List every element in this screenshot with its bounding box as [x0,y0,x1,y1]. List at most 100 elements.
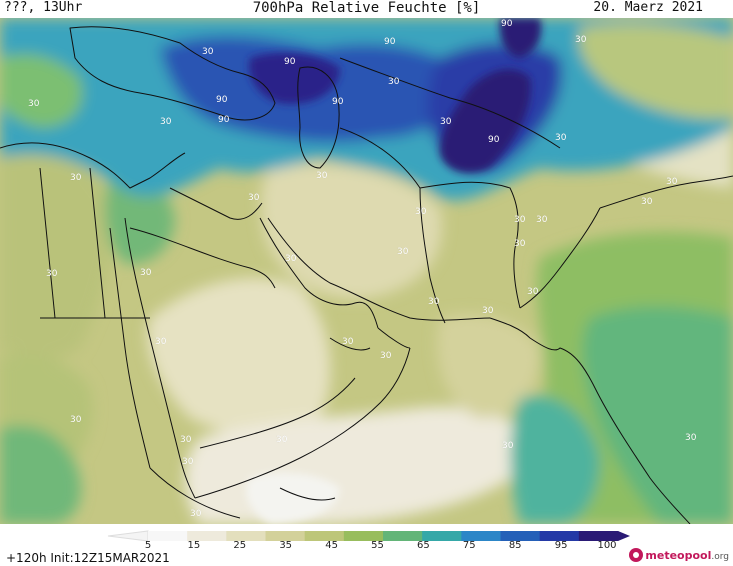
colorbar [107,530,630,542]
coast-red-sea-west [109,227,151,469]
coast-oman [377,327,411,349]
colorbar-max-arrow [618,531,630,541]
colorbar-tick-label: 55 [371,540,384,551]
contour-label: 30 [70,415,82,425]
contour-label: 30 [536,215,548,225]
colorbar-segment [226,531,266,541]
colorbar-tick-label: 85 [508,540,522,551]
border-saudi [129,227,276,289]
contour-label: 30 [285,254,297,264]
purple-north [499,18,542,58]
contour-label: 30 [248,193,260,203]
colorbar-min-arrow [107,530,149,542]
contour-label: 30 [342,337,354,347]
contour-label: 30 [555,133,567,143]
contour-label: 30 [514,239,526,249]
colorbar-segment [578,531,619,541]
border-yemen [199,377,356,449]
contour-label: 30 [140,268,152,278]
coast-gulf [259,217,379,329]
teal-india [582,306,733,524]
high-label: 90 [332,97,344,107]
contour-label: 30 [685,433,697,443]
header-bar: ???, 13Uhr 700hPa Relative Feuchte [%] 2… [0,0,733,18]
contour-label: 30 [46,269,58,279]
high-label: 90 [216,95,228,105]
colorbar-tick-label: 75 [462,540,476,551]
model-run-info: +120h Init:12Z15MAR2021 [6,551,170,565]
coast-horn [149,467,241,519]
dry-north-africa [0,136,113,360]
colorbar-segment [422,531,462,541]
map-canvas: 30 30 30 30 30 30 30 30 30 30 30 30 30 3… [0,18,733,524]
contour-label: 30 [276,435,288,445]
colorbar-segment [187,531,227,541]
map-borders [0,26,733,524]
legend-area: 5 15 25 35 45 55 65 75 85 95 100 +120h Init:12Z15M… [0,524,733,566]
colorbar-segment [265,531,306,541]
purple-core [440,69,531,173]
map-title: 700hPa Relative Feuchte [%] [252,0,481,16]
purple-caspian [249,52,340,104]
border-turkmen [339,127,421,189]
contour-label: 30 [380,351,392,361]
colorbar-tick-label: 95 [554,540,568,551]
brand-suffix: .org [711,551,729,562]
coast-black-sea [69,26,276,121]
coast-pakistan-india [489,317,691,524]
border-libya [39,167,56,319]
coast-somalia [279,487,336,501]
contour-label: 30 [70,173,82,183]
coast-mediterranean [0,142,186,189]
contour-labels: 30 30 30 30 30 30 30 30 30 30 30 30 30 3… [28,19,697,519]
contour-label: 30 [527,287,539,297]
colorbar-segment [148,531,188,541]
green-east-africa [0,425,81,524]
colorbar-segment [304,531,345,541]
contour-label: 30 [28,99,40,109]
high-label: 90 [218,115,230,125]
contour-label: 30 [388,77,400,87]
contour-label: 30 [180,435,192,445]
colorbar-segment [500,531,541,541]
high-label: 90 [501,19,513,29]
colorbar-segment [383,531,423,541]
colorbar-tick-label: 15 [187,540,201,551]
colorbar-tick-label: 45 [325,540,338,551]
forecast-time: ???, 13Uhr [4,0,83,15]
contour-label: 30 [160,117,172,127]
border-egypt [89,167,150,319]
teal-arabian-sea [510,396,600,524]
contour-label: 30 [182,457,194,467]
humidity-map: 30 30 30 30 30 30 30 30 30 30 30 30 30 3… [0,18,733,524]
high-label: 90 [488,135,500,145]
colorbar-segment [461,531,501,541]
contour-label: 30 [202,47,214,57]
contour-label: 30 [641,197,653,207]
contour-label: 30 [575,35,587,45]
brand-logo[interactable]: meteopool.org [629,548,729,562]
contour-label: 30 [428,297,440,307]
brand-name: meteopool [645,548,712,562]
colorbar-segment [343,531,384,541]
colorbar-segment [539,531,580,541]
border-uae [329,337,371,351]
north-right-light [578,23,733,119]
border-iran-east [419,187,446,324]
colorbar-tick-label: 5 [144,540,152,551]
contour-label: 30 [397,247,409,257]
white-patch-south [246,472,340,524]
contour-label: 30 [316,171,328,181]
colorbar-tick-label: 65 [417,540,430,551]
coast-arabia-south [194,347,411,499]
contour-label: 30 [502,441,514,451]
contour-label: 30 [155,337,167,347]
high-label: 90 [284,57,296,67]
border-pak-india [519,207,601,309]
border-iraq [169,187,263,220]
high-label: 90 [384,37,396,47]
meteopool-icon [629,548,644,562]
forecast-date: 20. Maerz 2021 [593,0,703,15]
coast-caspian [297,66,340,169]
contour-label: 30 [415,207,427,217]
